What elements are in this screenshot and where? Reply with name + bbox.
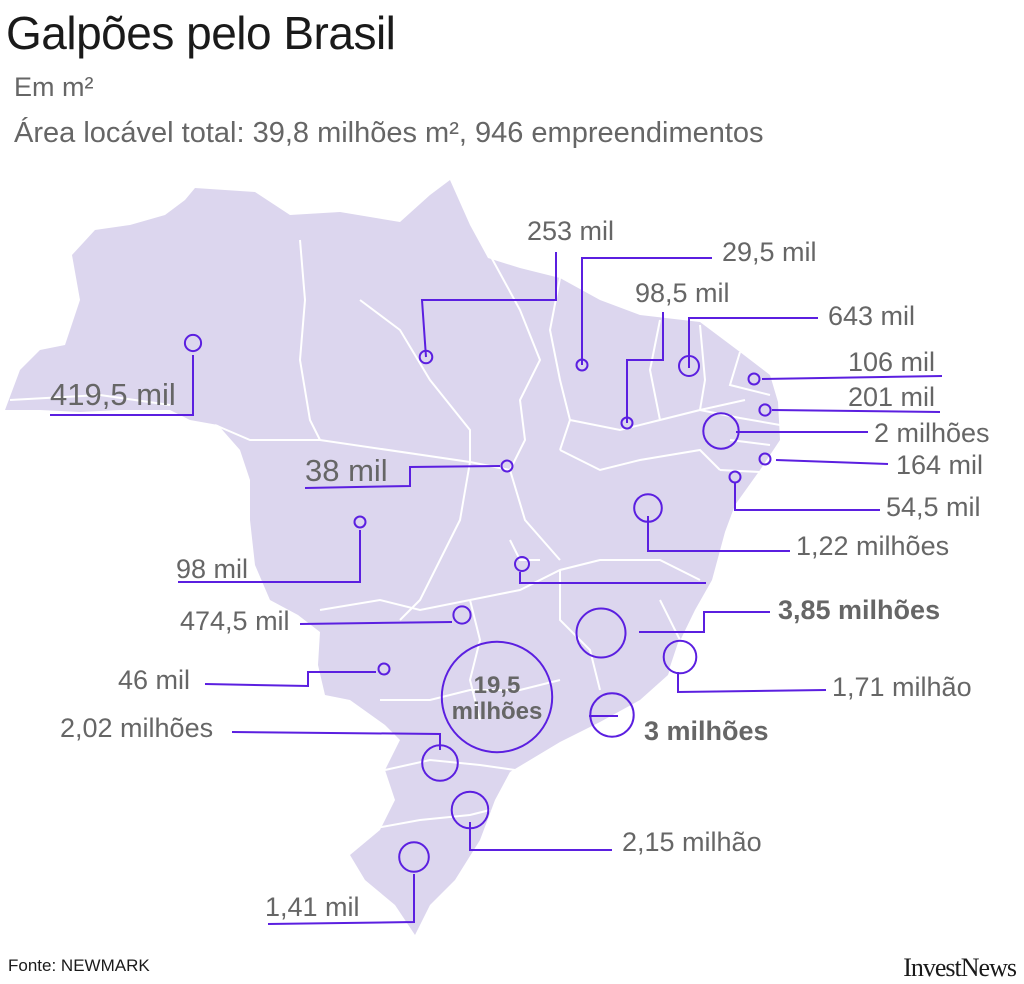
leader-line-ms xyxy=(204,671,376,688)
label-mt: 98 mil xyxy=(176,554,248,584)
bubble-to xyxy=(500,459,514,473)
label-ma: 29,5 mil xyxy=(722,237,817,267)
label-to: 38 mil xyxy=(305,453,388,488)
bubble-rn xyxy=(747,372,761,386)
leader-line-mg xyxy=(639,611,770,633)
bubbles xyxy=(183,333,772,873)
brand-logo: InvestNews xyxy=(903,953,1017,982)
leader-line-am xyxy=(50,355,194,416)
label-pe: 2 milhões xyxy=(874,418,990,448)
bubble-se xyxy=(728,470,742,484)
bubble-ba xyxy=(633,493,663,523)
leader-line-rn xyxy=(761,375,943,380)
leader-lines xyxy=(50,252,943,925)
source-note: Fonte: NEWMARK xyxy=(8,956,150,975)
leader-line-pi xyxy=(626,312,664,423)
leader-line-rs xyxy=(267,874,415,925)
bubble-sp xyxy=(440,640,554,754)
total-area-subtitle: Área locável total: 39,8 milhões m², 946… xyxy=(14,117,764,149)
leader-line-df xyxy=(519,572,706,584)
leader-line-sc xyxy=(469,822,612,851)
label-es: 1,71 milhão xyxy=(832,672,972,702)
bubble-rj xyxy=(589,692,635,738)
bubble-sc xyxy=(450,790,490,830)
leader-line-pa xyxy=(420,252,557,358)
label-ba: 1,22 milhões xyxy=(796,531,949,561)
bubble-pb xyxy=(758,403,772,417)
leader-line-to xyxy=(304,465,501,489)
label-am: 419,5 mil xyxy=(50,377,176,412)
leader-line-ce xyxy=(688,317,818,368)
label-pi: 98,5 mil xyxy=(635,278,730,308)
bubble-go xyxy=(452,605,472,625)
label-se: 54,5 mil xyxy=(886,492,981,522)
label-go: 474,5 mil xyxy=(180,606,290,636)
label-ce: 643 mil xyxy=(828,301,915,331)
label-rn: 106 mil xyxy=(848,347,935,377)
leader-line-mt xyxy=(178,530,361,583)
label-pr: 2,02 milhões xyxy=(60,713,213,743)
chart-title: Galpões pelo Brasil xyxy=(6,7,396,59)
leader-line-se xyxy=(734,482,880,511)
label-ms: 46 mil xyxy=(118,665,190,695)
bubble-rs xyxy=(398,841,430,873)
leader-line-es xyxy=(677,672,827,694)
leader-line-ba xyxy=(647,516,790,552)
label-pa: 253 mil xyxy=(527,216,614,246)
bubble-df xyxy=(514,556,530,572)
bubble-am xyxy=(183,333,203,353)
bubble-mg xyxy=(575,607,627,659)
leader-line-go xyxy=(299,621,453,625)
label-mg: 3,85 milhões xyxy=(778,595,940,625)
bubble-pa xyxy=(418,349,434,365)
bubble-pi xyxy=(620,416,634,430)
leader-line-ma xyxy=(581,257,712,365)
label-al: 164 mil xyxy=(896,450,983,480)
unit-subtitle: Em m² xyxy=(14,72,94,102)
label-sp: 19,5 milhões xyxy=(452,672,543,725)
labels: 419,5 mil 253 mil 29,5 mil 98,5 mil 643 … xyxy=(50,216,990,922)
bubble-ma xyxy=(575,358,589,372)
bubble-mt xyxy=(353,515,367,529)
leader-line-al xyxy=(775,459,889,465)
label-sc: 2,15 milhão xyxy=(622,827,762,857)
label-pb: 201 mil xyxy=(848,382,935,412)
state-borders xyxy=(9,239,781,831)
bubble-ms xyxy=(377,662,391,676)
bubble-ce xyxy=(678,355,700,377)
bubble-pe xyxy=(702,412,740,450)
bubble-pr xyxy=(421,744,459,782)
bubble-es xyxy=(662,639,698,675)
label-rj: 3 milhões xyxy=(644,716,769,746)
bubble-al xyxy=(758,452,772,466)
label-rs: 1,41 mil xyxy=(265,892,360,922)
leader-line-pb xyxy=(771,409,941,413)
